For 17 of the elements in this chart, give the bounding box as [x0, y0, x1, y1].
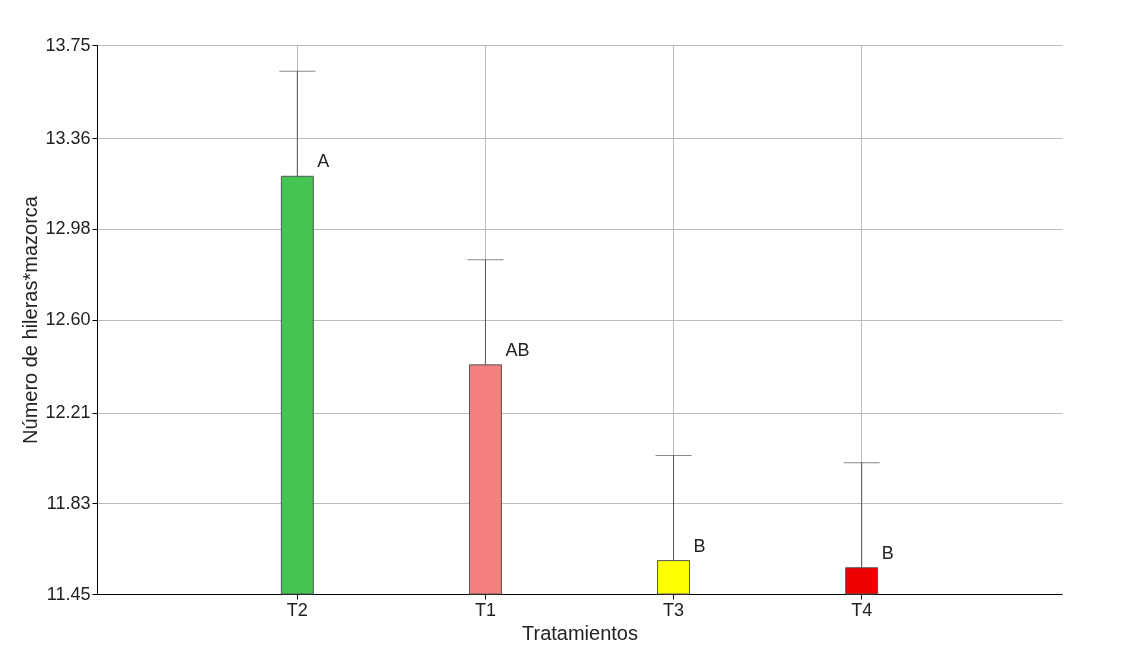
y-tick-label: 12.60 [45, 309, 91, 329]
y-axis-title: Número de hileras*mazorca [19, 195, 42, 444]
x-axis-title: Tratamientos [522, 621, 638, 644]
annotation: B [881, 542, 894, 563]
y-tick-label: 13.75 [45, 34, 91, 55]
x-tick-label: T1 [474, 599, 496, 620]
x-tick-label: T4 [851, 599, 873, 620]
y-tick-label: 13.36 [45, 127, 91, 148]
x-tick-label: T3 [663, 599, 685, 620]
annotation: A [317, 151, 330, 172]
y-tick-label: 12.21 [45, 402, 91, 423]
annotation: B [693, 535, 706, 556]
annotation: AB [505, 339, 530, 360]
y-tick-label: 12.98 [45, 218, 91, 239]
x-tick-label: T2 [286, 599, 308, 620]
y-tick-label: 11.83 [46, 492, 91, 513]
y-tick-label: 11.45 [46, 583, 91, 604]
